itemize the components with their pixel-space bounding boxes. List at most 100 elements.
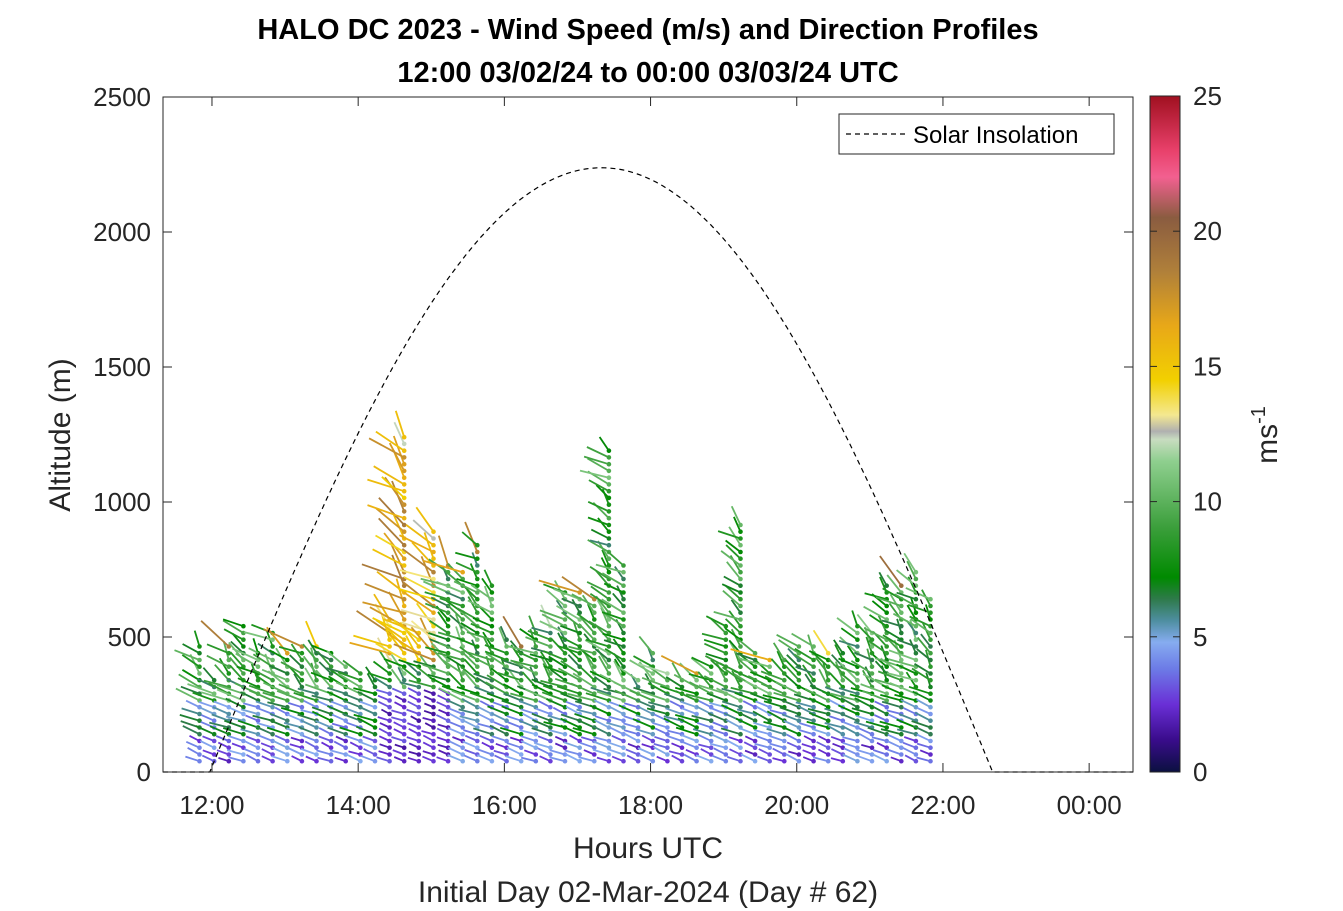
wind-barb-shaft	[539, 609, 566, 621]
wind-barb-point	[899, 677, 904, 683]
wind-barb-shaft	[754, 742, 770, 749]
wind-barb	[560, 724, 582, 737]
wind-barb-point	[767, 731, 772, 737]
wind-barb-shaft	[711, 754, 727, 763]
wind-barb	[251, 668, 275, 683]
wind-barb	[364, 582, 407, 602]
wind-barb	[741, 658, 772, 669]
wind-barb-shaft	[779, 706, 800, 715]
wind-barb-shaft	[697, 671, 712, 688]
wind-barb	[446, 603, 466, 622]
wind-barb	[436, 701, 451, 710]
wind-barb	[317, 756, 334, 764]
wind-barb-shaft	[730, 628, 742, 647]
wind-barb	[437, 535, 451, 568]
wind-barb-point	[562, 650, 568, 656]
wind-barb-layer	[174, 410, 933, 764]
wind-barb-shaft	[427, 673, 449, 682]
wind-barb-point	[241, 644, 246, 649]
wind-barb-point	[343, 664, 349, 669]
wind-barb-point	[606, 461, 612, 467]
wind-barb	[195, 725, 217, 737]
wind-barb-point	[518, 677, 524, 683]
wind-barb	[769, 735, 787, 744]
wind-barb-point	[241, 758, 246, 764]
wind-barb-shaft	[849, 693, 873, 702]
wind-barb	[507, 721, 524, 730]
wind-barb	[880, 728, 904, 737]
wind-barb-point	[445, 731, 451, 737]
wind-barb	[812, 652, 831, 669]
wind-barb	[182, 643, 202, 656]
wind-barb	[497, 671, 524, 683]
wind-barb-point	[869, 657, 875, 663]
wind-barb-shaft	[710, 733, 727, 742]
wind-barb-point	[606, 488, 612, 494]
wind-barb-shaft	[760, 670, 785, 682]
wind-barb-shaft	[614, 658, 625, 674]
wind-barb-shaft	[750, 692, 771, 702]
wind-barb-shaft	[229, 656, 245, 675]
wind-barb	[629, 659, 656, 676]
wind-barb-point	[811, 738, 816, 744]
wind-barb-shaft	[598, 655, 610, 674]
wind-barb	[911, 720, 933, 730]
wind-barb-point	[869, 664, 875, 669]
wind-barb-point	[738, 596, 743, 602]
wind-barb	[716, 687, 743, 703]
wind-barb-shaft	[862, 669, 873, 688]
wind-barb-point	[811, 657, 816, 663]
wind-barb-point	[577, 630, 582, 636]
wind-barb-shaft	[896, 663, 917, 675]
wind-barb-point	[489, 617, 495, 622]
wind-barb-shaft	[590, 686, 610, 695]
wind-barb-shaft	[717, 530, 741, 540]
wind-barb-shaft	[916, 756, 931, 763]
wind-barb	[781, 713, 802, 723]
wind-barb	[466, 631, 495, 642]
wind-barb-shaft	[571, 593, 595, 607]
wind-barb	[483, 569, 495, 588]
wind-barb-point	[606, 522, 612, 528]
wind-barb	[408, 728, 422, 737]
wind-barb	[772, 747, 787, 757]
wind-barb	[752, 710, 772, 723]
wind-barb-shaft	[310, 662, 318, 681]
wind-barb-point	[343, 718, 349, 723]
wind-barb-point	[548, 731, 553, 737]
wind-barb	[871, 736, 889, 744]
wind-barb-shaft	[726, 739, 741, 749]
colorbar-label-exponent: -1	[1248, 406, 1270, 424]
wind-barb-shaft	[359, 740, 376, 749]
wind-barb-shaft	[733, 516, 742, 533]
wind-barb-point	[197, 745, 202, 750]
wind-barb-point	[431, 542, 436, 548]
wind-barb-point	[562, 731, 568, 737]
wind-barb-point	[358, 671, 363, 676]
wind-barb	[423, 709, 436, 717]
wind-barb-shaft	[589, 704, 610, 715]
wind-barb-point	[884, 752, 889, 757]
wind-barb	[635, 698, 656, 710]
wind-barb	[913, 725, 933, 737]
wind-barb	[491, 712, 509, 723]
wind-barb-shaft	[637, 747, 654, 756]
wind-barb	[887, 740, 904, 750]
wind-barb-point	[343, 758, 349, 764]
wind-barb-shaft	[501, 699, 522, 709]
wind-barb-shaft	[784, 664, 800, 681]
wind-barb-point	[855, 677, 860, 683]
wind-barb-shaft	[563, 741, 580, 749]
wind-barb-point	[226, 745, 232, 750]
wind-barb-shaft	[860, 683, 888, 695]
wind-barb-shaft	[531, 626, 551, 634]
wind-barb-shaft	[461, 531, 478, 546]
wind-barb-shaft	[589, 539, 610, 547]
wind-barb-shaft	[423, 532, 435, 559]
wind-barb-shaft	[602, 632, 624, 641]
wind-barb	[675, 690, 699, 703]
wind-barb-shaft	[900, 699, 917, 709]
wind-barb	[408, 679, 436, 690]
wind-barb-point	[840, 758, 846, 764]
wind-barb-point	[796, 644, 802, 649]
